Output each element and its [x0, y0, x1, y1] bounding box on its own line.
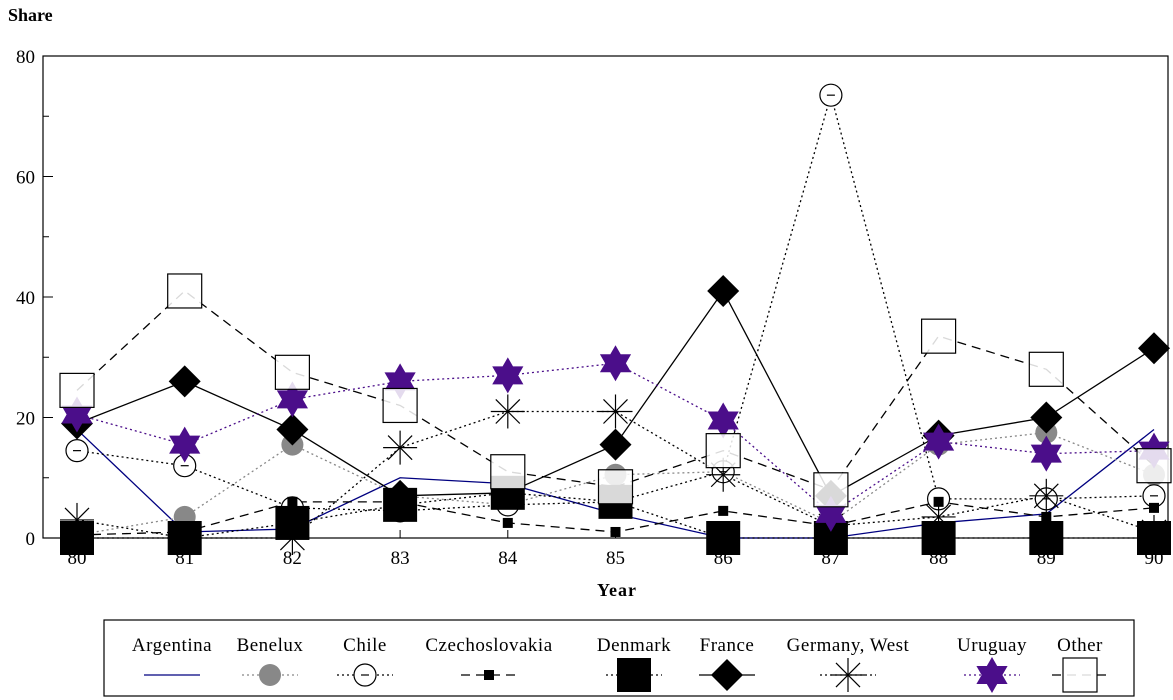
series-markers: [59, 83, 1172, 555]
plot-area: [42, 55, 1169, 539]
data-point-denmark: [706, 521, 741, 555]
data-point-france: [1138, 332, 1170, 365]
x-axis-title: Year: [597, 580, 637, 600]
y-tick-label: 0: [26, 529, 36, 550]
data-point-chile: [173, 454, 197, 478]
data-point-france: [384, 479, 417, 512]
data-point-germany-west: [921, 499, 956, 534]
legend-swatch-marker-chile: [353, 663, 377, 687]
data-point-czechoslovakia: [1149, 502, 1159, 513]
y-tick-label: 20: [16, 409, 35, 430]
data-point-czechoslovakia: [718, 505, 729, 516]
legend-swatch-marker-denmark: [617, 658, 651, 692]
series-line-germany-west: [76, 410, 1155, 539]
series-line-chile: [76, 92, 1155, 512]
data-point-uruguay: [1030, 435, 1062, 472]
x-tick-label: 85: [606, 548, 625, 569]
y-tick-label: 80: [16, 47, 35, 68]
data-point-germany-west: [167, 521, 202, 555]
x-tick-label: 84: [498, 548, 518, 569]
y-axis: 0 20 40 60 80: [16, 47, 53, 550]
data-point-france: [1030, 401, 1063, 434]
y-tick-label: 60: [16, 168, 35, 189]
data-point-czechoslovakia: [287, 496, 298, 507]
data-point-other: [382, 387, 418, 424]
data-point-germany-west: [1029, 478, 1064, 513]
data-point-czechoslovakia: [502, 517, 513, 528]
legend-label-benelux: Benelux: [237, 635, 304, 656]
legend-label-chile: Chile: [343, 635, 387, 656]
y-axis-title: Share: [8, 5, 53, 25]
legend-label-germany-west: Germany, West: [787, 635, 910, 656]
data-point-france: [599, 428, 632, 461]
data-point-other: [597, 469, 634, 505]
data-point-other: [920, 318, 957, 354]
data-point-czechoslovakia: [1041, 511, 1052, 522]
data-point-other: [705, 433, 741, 469]
data-point-germany-west: [490, 394, 525, 429]
data-point-other: [167, 273, 203, 309]
legend-label-uruguay: Uruguay: [957, 635, 1027, 656]
data-point-uruguay: [923, 423, 955, 460]
legend-swatch-marker-germany-west: [831, 658, 865, 692]
data-point-other: [59, 372, 95, 408]
legend-label-argentina: Argentina: [132, 635, 212, 656]
data-point-chile: [819, 83, 843, 107]
legend-label-other: Other: [1057, 635, 1103, 656]
legend-swatch-marker-uruguay: [976, 657, 1008, 693]
data-point-germany-west: [383, 430, 418, 465]
data-point-chile: [65, 439, 89, 463]
data-point-france: [168, 365, 201, 398]
legend-label-denmark: Denmark: [597, 635, 671, 656]
legend-swatch-marker-france: [711, 659, 743, 691]
y-tick-label: 40: [16, 288, 35, 309]
series-line-other: [76, 290, 1155, 491]
data-point-uruguay: [492, 357, 524, 394]
legend-swatch-marker-other: [1062, 657, 1098, 693]
legend-swatch-marker-czechoslovakia: [484, 670, 494, 680]
data-point-france: [276, 413, 309, 446]
series-line-denmark: [77, 492, 1154, 539]
x-tick-label: 83: [391, 548, 410, 569]
data-point-uruguay: [276, 381, 308, 418]
data-point-germany-west: [60, 502, 94, 537]
data-point-uruguay: [599, 345, 632, 382]
x-tick-label: 82: [283, 548, 302, 569]
data-point-germany-west: [275, 521, 310, 555]
legend-swatch-marker-benelux: [259, 664, 281, 686]
data-point-chile: [1142, 484, 1166, 508]
data-point-other: [813, 472, 849, 508]
data-point-france: [707, 274, 740, 307]
legend-label-czechoslovakia: Czechoslovakia: [425, 635, 552, 656]
data-point-czechoslovakia: [610, 526, 621, 537]
data-point-uruguay: [707, 402, 739, 439]
data-point-other: [274, 354, 310, 390]
data-point-other: [1028, 351, 1064, 387]
data-point-germany-west: [1137, 514, 1171, 549]
legend: Argentina Benelux Chile Czechoslovakia Denma…: [132, 635, 1108, 693]
legend-label-france: France: [700, 635, 755, 656]
data-point-other: [490, 454, 526, 490]
data-point-denmark: [1029, 521, 1064, 555]
series-line-benelux: [76, 431, 1155, 536]
data-point-other: [1136, 448, 1172, 484]
data-point-uruguay: [169, 426, 201, 463]
data-point-germany-west: [598, 394, 633, 429]
